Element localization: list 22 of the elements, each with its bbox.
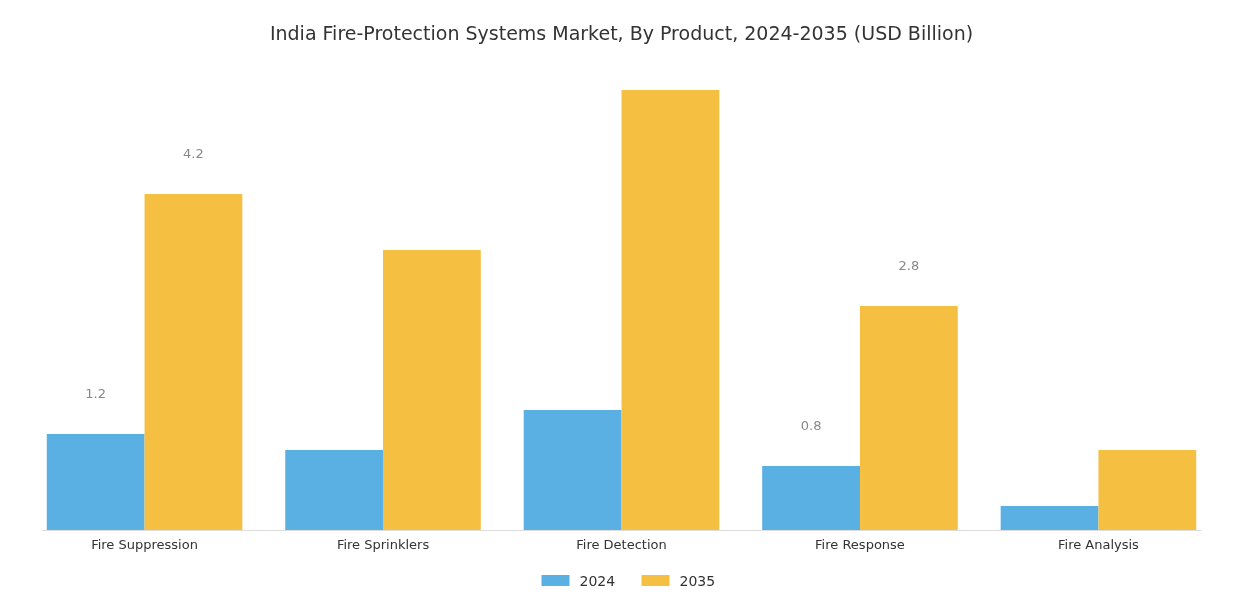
data-label: 2.8 bbox=[898, 258, 920, 273]
bar bbox=[859, 306, 958, 530]
bar bbox=[144, 194, 243, 530]
bar bbox=[621, 90, 720, 530]
bar bbox=[383, 250, 481, 530]
bar bbox=[285, 450, 384, 530]
data-label: 4.2 bbox=[183, 146, 204, 161]
x-tick-label: Fire Sprinklers bbox=[336, 536, 430, 552]
data-label: 0.8 bbox=[800, 418, 822, 433]
bar bbox=[46, 434, 145, 530]
data-label: 1.2 bbox=[85, 386, 106, 401]
x-tick-label: Fire Detection bbox=[576, 536, 667, 552]
bar bbox=[762, 466, 860, 530]
x-tick-label: Fire Analysis bbox=[1058, 536, 1140, 552]
x-tick-label: Fire Suppression bbox=[91, 536, 198, 552]
bar bbox=[1098, 450, 1197, 530]
legend-label: 2024 bbox=[579, 573, 616, 589]
chart-title: India Fire-Protection Systems Market, By Product, 2024-2035 (USD Billion) bbox=[269, 22, 974, 44]
legend-label: 2035 bbox=[679, 573, 716, 589]
bar bbox=[523, 410, 622, 530]
x-tick-label: Fire Response bbox=[815, 536, 905, 552]
bar bbox=[1000, 506, 1099, 530]
